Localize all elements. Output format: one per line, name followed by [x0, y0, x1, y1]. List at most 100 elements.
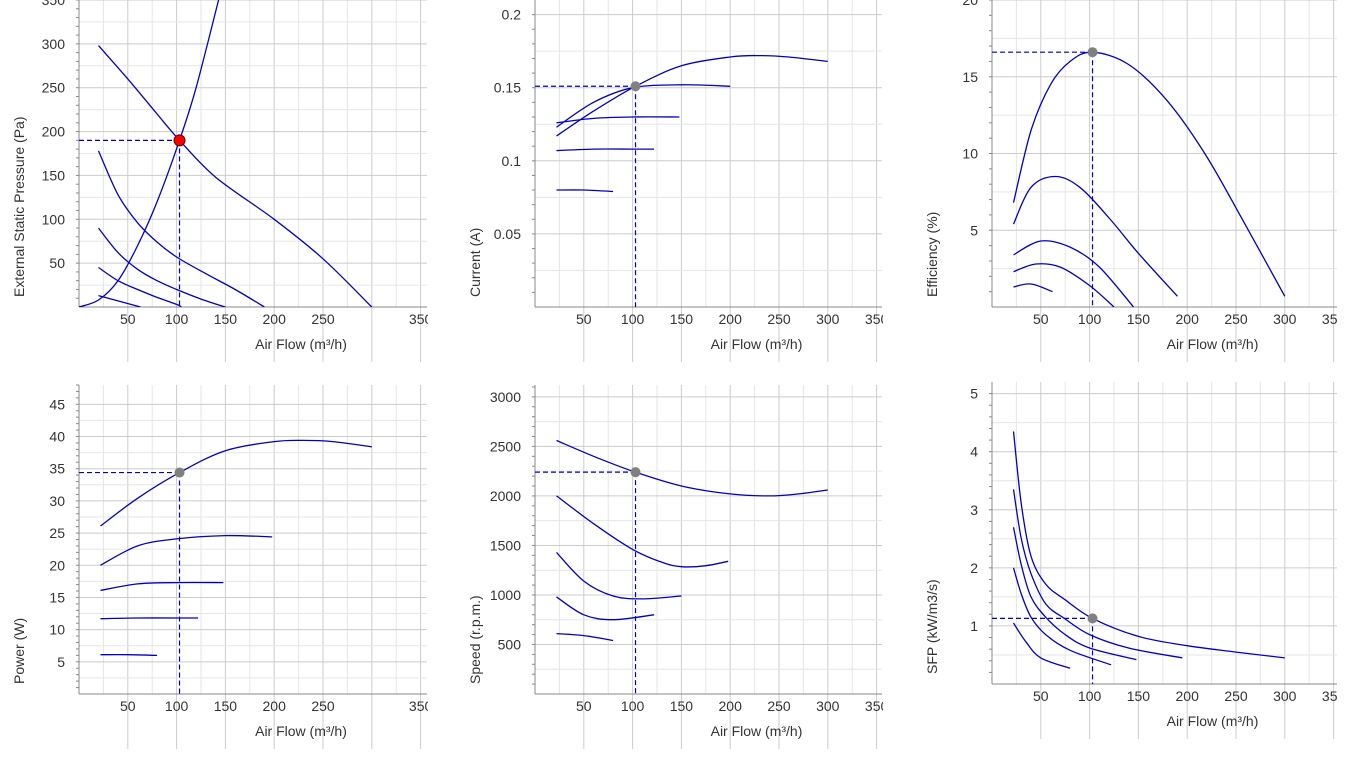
- y-tick-label: 150: [42, 167, 66, 183]
- x-tick-label: 100: [621, 698, 645, 714]
- operating-point-marker[interactable]: [1087, 613, 1098, 624]
- x-axis-title: Air Flow (m³/h): [1167, 713, 1259, 729]
- operating-point-marker[interactable]: [174, 467, 185, 478]
- x-tick-label: 100: [165, 698, 189, 714]
- y-axis-title: External Static Pressure (Pa): [11, 116, 27, 297]
- chart-power: 5 10 15 20 25 30 35 40 45 50 100 150 200 250 350 Air Fl…: [11, 384, 444, 749]
- y-tick-label: 5: [970, 386, 978, 402]
- y-tick-label: 15: [49, 589, 65, 605]
- y-tick-label: 5: [970, 222, 978, 238]
- series-line-4: [556, 148, 655, 152]
- x-tick-label: 200: [719, 698, 743, 714]
- x-tick-label: 150: [214, 311, 238, 327]
- series-group: [1012, 431, 1285, 669]
- series-group: [1012, 51, 1286, 307]
- y-tick-label: 20: [962, 0, 978, 8]
- series-line-3: [1012, 527, 1137, 661]
- tick-label-clip: [1338, 687, 1347, 707]
- series-line-2: [100, 534, 273, 566]
- x-tick-label: 50: [1033, 311, 1049, 327]
- x-tick-label: 100: [621, 311, 645, 327]
- chart-current: 0.05 0.1 0.15 0.2 50 100 150 200 250 300 350 Air Fl…: [467, 0, 899, 362]
- x-tick-label: 300: [1273, 311, 1297, 327]
- y-tick-label: 40: [49, 429, 65, 445]
- y-tick-label: 4: [970, 444, 978, 460]
- x-tick-label: 200: [1176, 311, 1200, 327]
- x-tick-label: 250: [767, 698, 791, 714]
- x-tick-label: 350: [409, 698, 433, 714]
- series-group: [79, 0, 373, 307]
- series-line-2: [1012, 175, 1178, 297]
- x-tick-label: 50: [120, 311, 136, 327]
- x-axis-title: Air Flow (m³/h): [255, 723, 347, 739]
- x-tick-label: 250: [311, 311, 335, 327]
- series-line-4: [1012, 567, 1112, 666]
- x-tick-label: 50: [120, 698, 136, 714]
- y-tick-label: 1500: [490, 537, 521, 553]
- operating-point-marker[interactable]: [630, 467, 641, 478]
- series-line-1: [98, 45, 373, 307]
- x-axis-title: Air Flow (m³/h): [711, 336, 803, 352]
- operating-point-marker[interactable]: [173, 134, 186, 147]
- y-tick-label: 2: [970, 560, 978, 576]
- series-line-4: [100, 617, 199, 620]
- series-group: [556, 439, 828, 642]
- series-line-2: [556, 495, 729, 568]
- y-axis-title: Power (W): [11, 618, 27, 684]
- series-line-3: [556, 551, 682, 600]
- x-tick-label: 50: [1033, 688, 1049, 704]
- series-line-5: [100, 654, 158, 657]
- series-group: [100, 439, 372, 657]
- tick-label-clip: [428, 697, 444, 717]
- x-tick-label: 350: [865, 311, 889, 327]
- x-tick-label: 300: [816, 698, 840, 714]
- series-line-5: [98, 294, 141, 307]
- y-tick-label: 10: [962, 146, 978, 162]
- x-tick-label: 200: [719, 311, 743, 327]
- x-tick-label: 200: [263, 698, 287, 714]
- y-tick-label: 1: [970, 618, 978, 634]
- x-tick-label: 100: [1078, 688, 1102, 704]
- y-tick-label: 1000: [490, 587, 521, 603]
- y-tick-label: 20: [49, 557, 65, 573]
- series-line-1: [100, 439, 372, 527]
- series-line-5: [556, 189, 614, 193]
- y-tick-label: 10: [49, 622, 65, 638]
- y-axis-title: Current (A): [467, 228, 483, 297]
- x-tick-label: 150: [670, 698, 694, 714]
- series-line-2: [97, 150, 265, 307]
- x-tick-label: 50: [576, 698, 592, 714]
- y-tick-label: 0.05: [494, 226, 521, 242]
- x-tick-label: 250: [767, 311, 791, 327]
- series-line-1: [556, 54, 828, 137]
- series-line-5: [556, 632, 614, 642]
- tick-label-clip: [883, 697, 899, 717]
- x-axis-title: Air Flow (m³/h): [1167, 336, 1259, 352]
- x-tick-label: 150: [670, 311, 694, 327]
- operating-point-marker[interactable]: [630, 81, 641, 92]
- x-tick-label: 200: [263, 311, 287, 327]
- y-tick-label: 2000: [490, 488, 521, 504]
- y-tick-label: 30: [49, 493, 65, 509]
- x-tick-label: 250: [1224, 311, 1248, 327]
- x-tick-label: 250: [1224, 688, 1248, 704]
- x-axis-title: Air Flow (m³/h): [711, 723, 803, 739]
- series-line-1: [1012, 51, 1286, 297]
- x-axis-title: Air Flow (m³/h): [255, 336, 347, 352]
- series-line-4: [556, 596, 655, 621]
- series-line-3: [1013, 240, 1134, 307]
- chart-speed: 500 1000 1500 2000 2500 3000 50 100 150 200 250 300…: [467, 385, 899, 749]
- y-tick-label: 100: [42, 211, 66, 227]
- y-axis-title: SFP (kW/m3/s): [924, 579, 940, 674]
- y-tick-label: 15: [962, 69, 978, 85]
- y-tick-label: 50: [49, 255, 65, 271]
- y-tick-label: 300: [42, 36, 66, 52]
- tick-label-clip: [1338, 310, 1347, 330]
- x-tick-label: 250: [311, 698, 335, 714]
- operating-point-marker[interactable]: [1087, 47, 1098, 58]
- y-tick-label: 3: [970, 502, 978, 518]
- y-tick-label: 250: [42, 80, 66, 96]
- chart-pressure: 50 100 150 200 250 300 350 50 100 150 200 250 350 Air…: [11, 0, 444, 362]
- series-line-4: [98, 266, 182, 307]
